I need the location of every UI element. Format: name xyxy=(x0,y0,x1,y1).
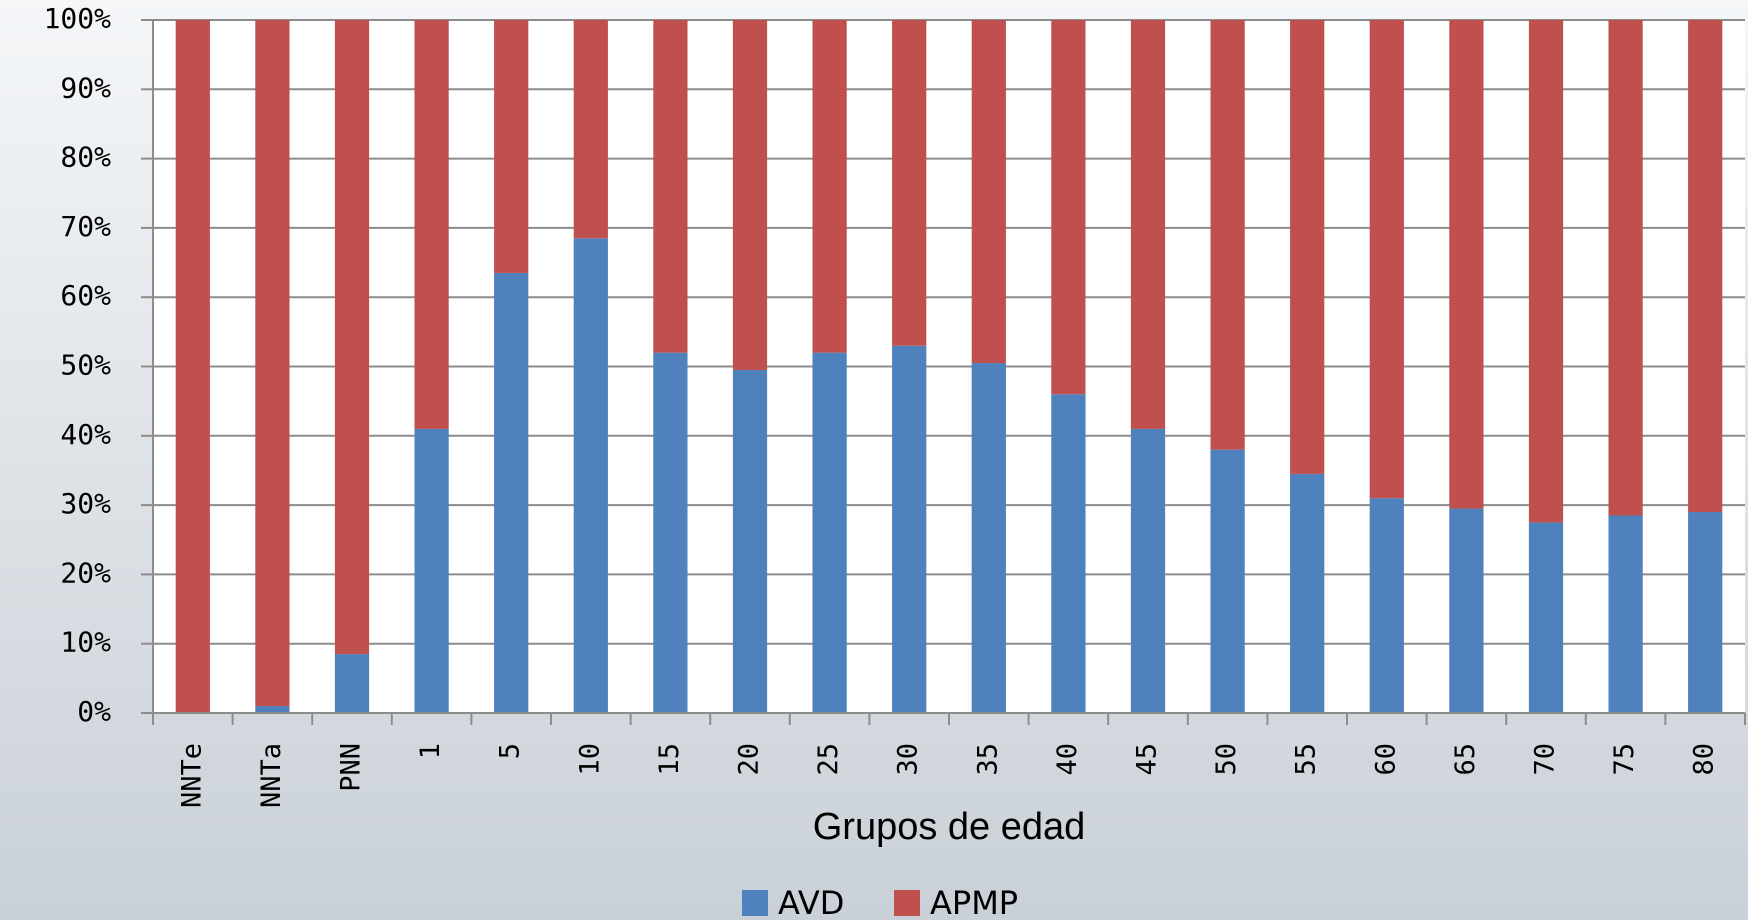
legend-label: APMP xyxy=(930,884,1018,920)
bar-segment xyxy=(1290,473,1325,713)
bar-segment xyxy=(1130,428,1166,713)
bar-segment xyxy=(334,20,370,655)
bar-segment xyxy=(732,369,768,713)
bar-segment xyxy=(1528,522,1564,713)
x-tick-label: 75 xyxy=(1609,743,1640,776)
x-tick-label: NNTa xyxy=(256,743,287,808)
x-axis-title: Grupos de edad xyxy=(813,806,1086,848)
x-tick-label: 55 xyxy=(1291,743,1322,776)
bar-segment xyxy=(1688,512,1723,713)
x-tick-label: 35 xyxy=(972,743,1003,776)
bar-segment xyxy=(1051,20,1086,395)
bar-segment xyxy=(1210,449,1245,713)
y-tick-label: 0% xyxy=(77,695,111,728)
bar-segment xyxy=(892,345,927,713)
bar-segment xyxy=(732,20,768,370)
y-tick-label: 80% xyxy=(60,141,111,174)
bar-segment xyxy=(334,654,370,713)
x-tick-label: NNTe xyxy=(176,743,207,808)
bar-segment xyxy=(653,20,688,353)
bar-segment xyxy=(1369,498,1404,713)
x-tick-label: 60 xyxy=(1370,743,1401,776)
y-tick-label: 100% xyxy=(44,2,112,35)
bar-segment xyxy=(1130,20,1166,429)
x-tick-label: 80 xyxy=(1689,743,1720,776)
x-tick-label: 65 xyxy=(1450,743,1481,776)
bar-segment xyxy=(414,428,449,713)
x-tick-label: PNN xyxy=(336,743,367,792)
bar-segment xyxy=(255,20,290,707)
bar-segment xyxy=(971,20,1006,364)
x-tick-label: 5 xyxy=(495,743,526,759)
x-tick-label: 1 xyxy=(415,743,446,759)
bar-segment xyxy=(1369,20,1404,499)
x-tick-label: 40 xyxy=(1052,743,1083,776)
x-tick-label: 30 xyxy=(893,743,924,776)
x-tick-label: 10 xyxy=(574,743,605,776)
bar-segment xyxy=(1210,20,1245,450)
legend-label: AVD xyxy=(778,884,844,920)
x-tick-label: 50 xyxy=(1211,743,1242,776)
bar-segment xyxy=(1608,515,1643,713)
bar-segment xyxy=(653,352,688,713)
bar-segment xyxy=(573,238,608,714)
bar-segment xyxy=(494,20,529,273)
x-tick-label: 45 xyxy=(1132,743,1163,776)
bar-segment xyxy=(892,20,927,346)
bar-segment xyxy=(1528,20,1564,523)
bar-segment xyxy=(812,20,847,353)
y-tick-label: 10% xyxy=(60,626,111,659)
y-tick-label: 20% xyxy=(60,556,111,589)
bar-segment xyxy=(1290,20,1325,474)
y-tick-label: 30% xyxy=(60,487,111,520)
bar-segment xyxy=(1449,508,1484,713)
x-tick-label: 25 xyxy=(813,743,844,776)
legend-swatch xyxy=(742,890,768,916)
bar-segment xyxy=(1449,20,1484,509)
y-tick-label: 90% xyxy=(60,71,111,104)
bar-segment xyxy=(1688,20,1723,513)
bar-segment xyxy=(573,20,608,239)
bar-segment xyxy=(971,363,1006,713)
bar-segment xyxy=(1608,20,1643,516)
y-tick-label: 50% xyxy=(60,349,111,382)
x-tick-label: 20 xyxy=(734,743,765,776)
legend-swatch xyxy=(894,890,920,916)
x-tick-label: 15 xyxy=(654,743,685,776)
x-tick-label: 70 xyxy=(1530,743,1561,776)
y-tick-label: 70% xyxy=(60,210,111,243)
bar-segment xyxy=(175,20,210,713)
bar-segment xyxy=(414,20,449,429)
y-tick-label: 40% xyxy=(60,418,111,451)
y-tick-label: 60% xyxy=(60,279,111,312)
bar-segment xyxy=(255,706,290,713)
bar-segment xyxy=(812,352,847,713)
bar-segment xyxy=(1051,394,1086,713)
bar-segment xyxy=(494,272,529,713)
